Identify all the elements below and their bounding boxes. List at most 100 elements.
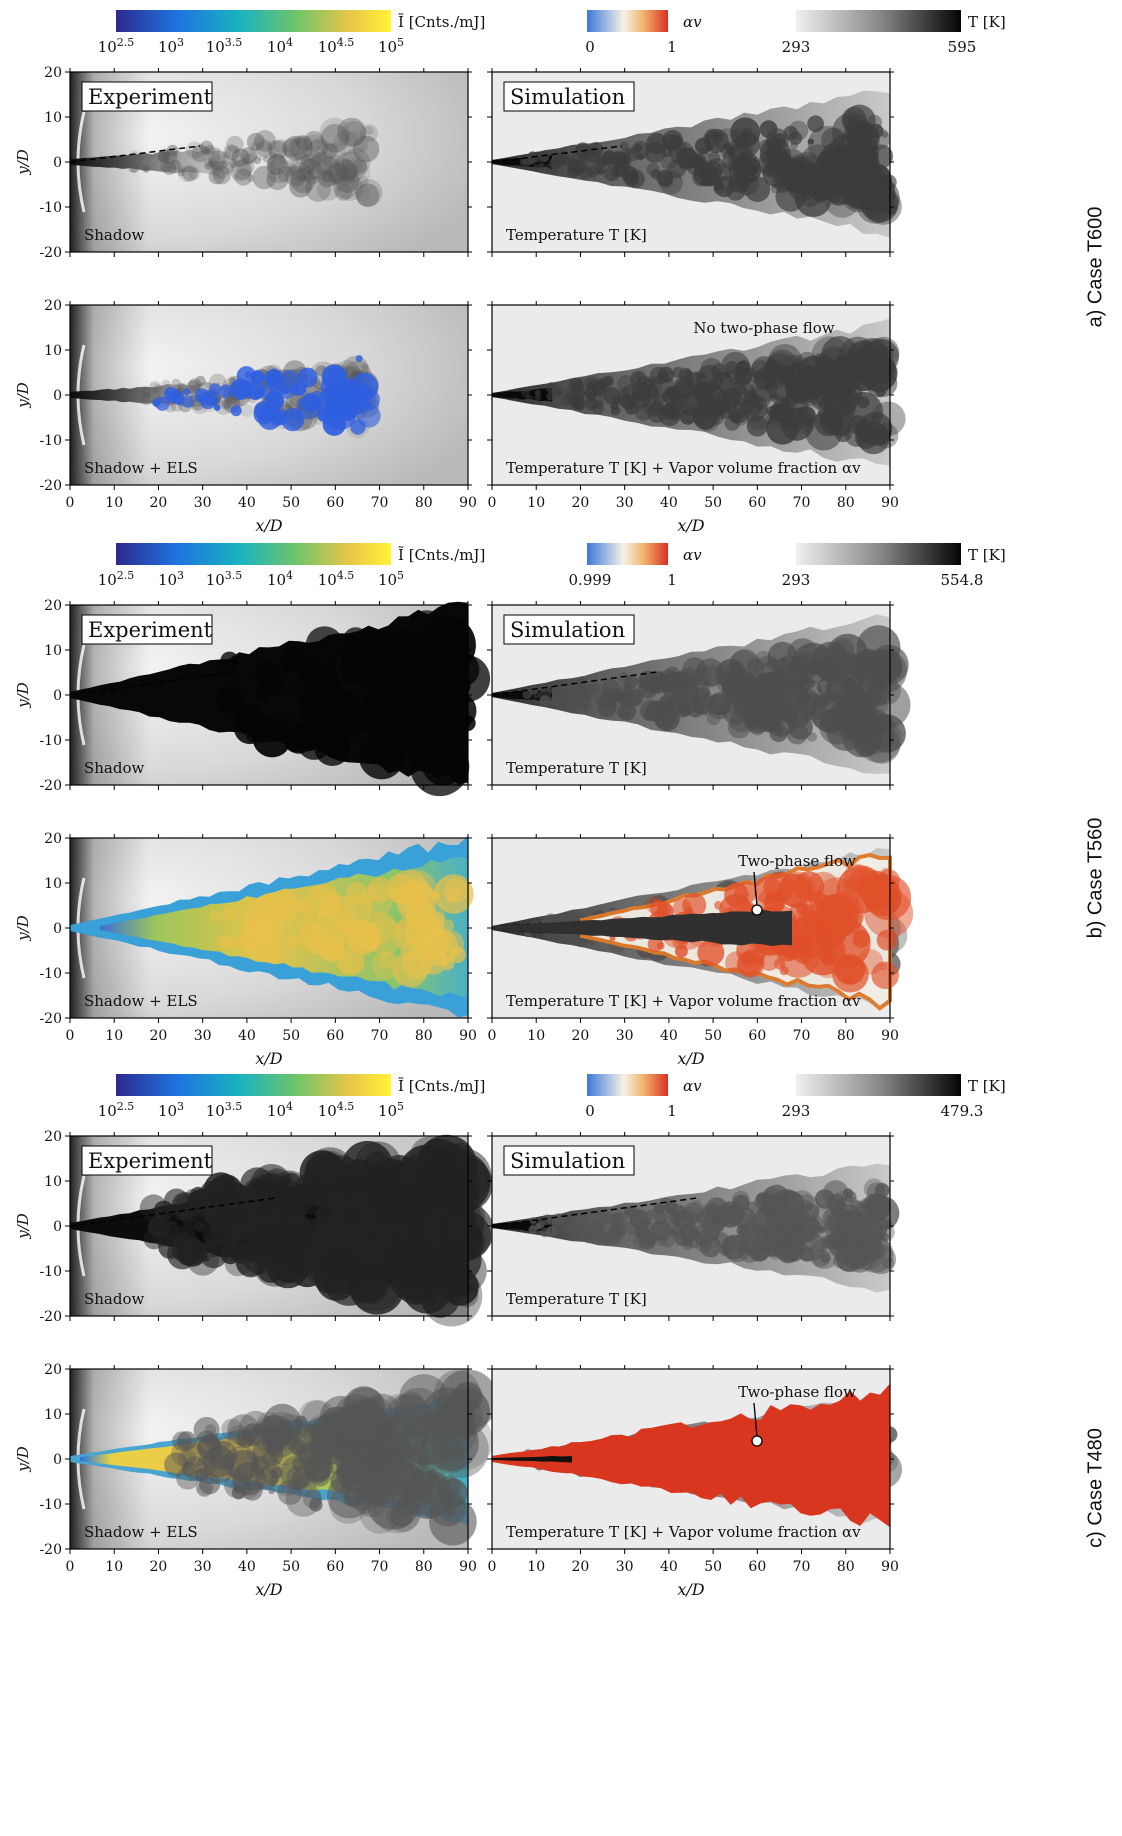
experiment-puff [266, 140, 282, 155]
sim-puff [856, 425, 875, 443]
sim-puff [836, 1246, 862, 1272]
experiment-puff [340, 893, 373, 926]
experiment-panel-label: Shadow + ELS [84, 992, 198, 1010]
x-tick-label: 20 [572, 1028, 590, 1044]
els-signal-spot [262, 404, 270, 411]
x-tick-label: 0 [66, 1559, 75, 1575]
sim-puff [866, 1182, 886, 1202]
sim-puff [818, 378, 846, 406]
intensity-tick-label: 104.5 [318, 36, 355, 56]
experiment-droplet [330, 1195, 346, 1211]
sim-puff [726, 146, 737, 157]
simulation-title-box [503, 81, 635, 112]
experiment-puff [265, 932, 277, 944]
els-signal-spot [209, 383, 221, 395]
vapor-hotspot [871, 961, 899, 990]
sim-puff [580, 149, 591, 161]
alpha-max-label: 1 [667, 1102, 677, 1120]
experiment-droplet [391, 1235, 404, 1248]
temperature-colorbar-label: T [K] [968, 546, 1006, 564]
experiment-puff [205, 144, 216, 156]
sim-puff [881, 131, 889, 138]
sim-jet-puffs [522, 625, 911, 764]
sim-puff [807, 115, 824, 133]
experiment-droplet [350, 1460, 362, 1473]
sim-puff [672, 366, 684, 378]
sim-puff [667, 159, 686, 179]
experiment-droplet [396, 1222, 409, 1235]
y-axis-label: y/D [14, 915, 32, 942]
x-tick-label: 0 [488, 495, 497, 511]
vapor-hotspot [760, 952, 779, 972]
y-tick-label: 20 [44, 1362, 62, 1378]
experiment-puff [344, 130, 368, 155]
experiment-puff [290, 168, 316, 194]
sim-puff [799, 680, 812, 692]
experiment-droplet [182, 1443, 207, 1468]
experiment-puff [215, 686, 244, 714]
y-tick-label: -20 [39, 1542, 62, 1558]
els-signal-spot [213, 397, 220, 404]
experiment-panel-label: Shadow + ELS [84, 1523, 198, 1541]
experiment-puff [263, 155, 270, 163]
vapor-fraction-overlay [492, 852, 914, 1011]
sim-puff [867, 336, 900, 369]
sim-puff [630, 370, 647, 388]
sim-puff [838, 1202, 846, 1210]
experiment-droplet [252, 1438, 283, 1470]
alpha-colorbar-label: αv [683, 546, 702, 564]
experiment-droplet [369, 1439, 409, 1479]
els-signal-spot [296, 395, 321, 420]
experiment-droplet [369, 1189, 421, 1241]
sim-puff [665, 406, 676, 417]
sim-puff [637, 1230, 657, 1250]
experiment-puff [209, 909, 222, 922]
experiment-shadow-panel: Experiment Shadow 20 10 0 -10 -20 [39, 598, 491, 797]
x-tick-label: 10 [527, 1028, 545, 1044]
vapor-hotspot [857, 870, 895, 908]
x-tick-label: 80 [415, 1559, 433, 1575]
experiment-puff [285, 165, 297, 177]
experiment-puff [278, 148, 295, 165]
y-tick-label: 10 [44, 343, 62, 359]
els-signal-spot [167, 390, 180, 403]
experiment-droplet [323, 1457, 332, 1466]
experiment-droplet [203, 1433, 217, 1447]
intensity-tick-label: 104.5 [318, 569, 355, 589]
sim-puff [586, 1231, 595, 1240]
sim-puff [665, 1203, 676, 1215]
intensity-tick-label: 103 [158, 36, 184, 56]
x-tick-label: 90 [459, 1028, 477, 1044]
experiment-puff [246, 174, 255, 183]
x-axis-label-left: x/D [255, 1049, 282, 1068]
sim-puff [778, 183, 788, 193]
experiment-droplet [158, 1235, 182, 1260]
sim-puff [725, 361, 739, 374]
experiment-puff [356, 175, 369, 187]
experiment-puff [311, 151, 334, 174]
experiment-puff [140, 392, 154, 406]
x-tick-label: 90 [459, 495, 477, 511]
vapor-hotspot [852, 930, 871, 948]
experiment-droplet [194, 1222, 205, 1232]
simulation-panel-label: Temperature T [K] [506, 1290, 647, 1308]
experiment-puff [206, 161, 215, 170]
experiment-puff [232, 159, 253, 180]
experiment-puff [421, 742, 465, 786]
experiment-puff [355, 183, 380, 208]
experiment-puff [216, 933, 234, 951]
sim-puff [842, 1217, 867, 1242]
els-signal-spot [218, 384, 233, 399]
sim-puff [596, 1221, 606, 1231]
y-tick-label: 20 [44, 65, 62, 81]
experiment-title: Experiment [88, 1149, 213, 1173]
experiment-puff [273, 903, 292, 923]
experiment-puff [371, 950, 400, 980]
experiment-puff [329, 142, 347, 160]
sim-puff [553, 389, 562, 398]
experiment-puff [226, 135, 244, 154]
experiment-puff [317, 935, 345, 963]
x-tick-label: 60 [326, 1559, 344, 1575]
sim-puff [662, 177, 673, 188]
sim-puff [570, 387, 585, 402]
